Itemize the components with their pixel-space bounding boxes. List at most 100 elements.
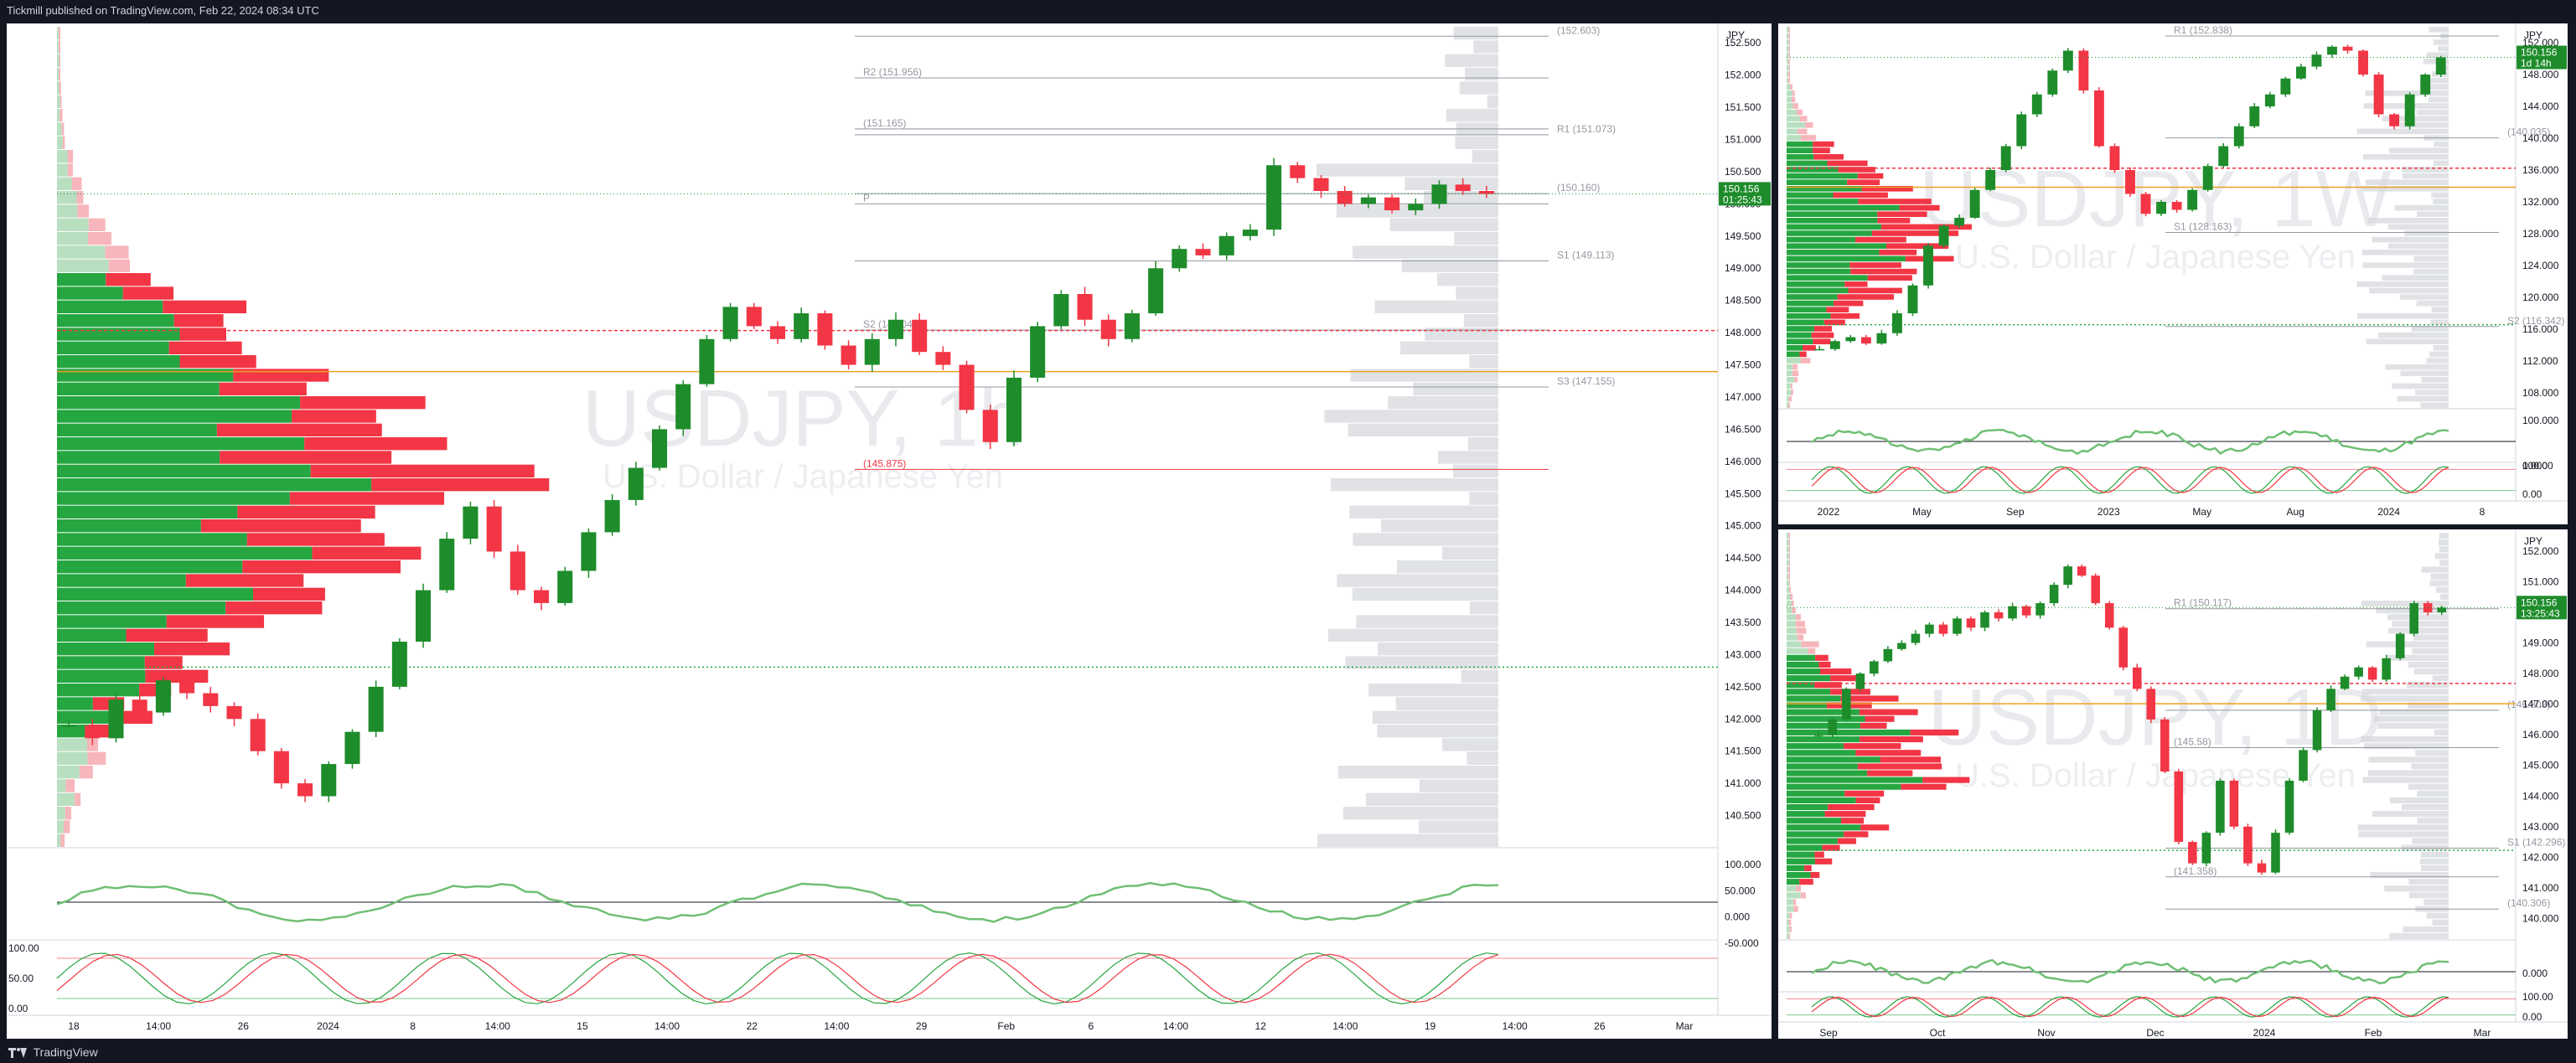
volume-profile-session: [2416, 300, 2449, 307]
daily-chart-panel[interactable]: USDJPY, 1D U.S. Dollar / Japanese Yen R1 (…: [1778, 529, 2568, 1039]
volume-profile-up: [57, 601, 226, 615]
volume-profile-up: [57, 191, 77, 204]
candle-body: [2382, 658, 2391, 680]
candle-body: [2233, 126, 2244, 147]
volume-profile-up: [1787, 326, 1814, 332]
volume-profile-session: [2397, 395, 2449, 402]
volume-profile-down: [65, 807, 72, 820]
volume-profile-down: [1813, 338, 1831, 344]
volume-profile-down: [1791, 390, 1793, 395]
volume-profile-up: [1787, 831, 1844, 838]
volume-profile-session: [2416, 211, 2449, 217]
volume-profile-up: [57, 478, 372, 492]
volume-profile-down: [1849, 262, 1901, 268]
volume-profile-session: [1368, 684, 1498, 697]
volume-profile-up: [1787, 750, 1856, 756]
time-tick-label: May: [2192, 506, 2211, 518]
price-tick-label: 147.000: [1725, 391, 1761, 403]
volume-profile-session: [2421, 377, 2449, 383]
volume-profile-session: [2421, 864, 2449, 871]
volume-profile-up: [1787, 892, 1801, 899]
volume-profile-session: [2369, 287, 2449, 294]
volume-profile-session: [2389, 932, 2449, 939]
volume-profile-down: [179, 355, 256, 369]
weekly-chart-panel[interactable]: USDJPY, 1W U.S. Dollar / Japanese Yen R1 (…: [1778, 23, 2568, 524]
volume-profile-session: [1401, 259, 1498, 272]
weekly-chart[interactable]: USDJPY, 1WU.S. Dollar / Japanese Yen R1 (…: [1778, 23, 2568, 524]
price-tick-label: 112.000: [2522, 355, 2558, 367]
volume-profile-down: [1788, 580, 1790, 586]
pivot-level-label: (145.58): [2174, 736, 2211, 748]
price-tick-label: 152.500: [1725, 37, 1761, 49]
volume-profile-down: [1792, 899, 1797, 906]
volume-profile-down: [1830, 675, 1860, 682]
volume-profile-up: [57, 382, 220, 395]
volume-profile-up: [1787, 546, 1789, 553]
main-chart-panel[interactable]: USDJPY, 1h U.S. Dollar / Japanese Yen (152…: [7, 23, 1772, 1039]
candle-body: [1313, 178, 1329, 191]
volume-profile-up: [1787, 621, 1796, 627]
oscillator-tick-label: -50.000: [1725, 937, 1759, 949]
volume-profile-up: [1787, 351, 1800, 358]
volume-profile-up: [57, 410, 292, 423]
volume-profile-up: [57, 300, 163, 313]
volume-profile-down: [77, 204, 90, 218]
volume-profile-up: [1787, 275, 1868, 281]
volume-profile-session: [2408, 879, 2449, 885]
volume-profile-up: [1787, 377, 1795, 383]
volume-profile-up: [57, 560, 243, 574]
volume-profile-down: [1828, 804, 1875, 811]
volume-profile-down: [1847, 179, 1880, 185]
candle-body: [2035, 603, 2045, 616]
volume-profile-session: [2417, 818, 2449, 824]
candle-body: [1985, 170, 1996, 190]
volume-profile-session: [2429, 580, 2449, 586]
candle-body: [2264, 94, 2275, 106]
volume-profile-down: [1857, 173, 1884, 179]
candle-body: [1148, 268, 1164, 314]
volume-profile-up: [1787, 932, 1789, 939]
volume-profile-down: [1922, 777, 1970, 783]
volume-profile-session: [1459, 81, 1498, 95]
candle-body: [1813, 735, 1823, 736]
volume-profile-session: [2367, 218, 2449, 224]
volume-profile-session: [2429, 27, 2449, 33]
candle-body: [2063, 566, 2072, 586]
volume-profile-down: [1855, 797, 1880, 803]
candle-body: [1242, 230, 1258, 236]
volume-profile-down: [1815, 654, 1829, 661]
pivot-level-label: (151.165): [863, 117, 906, 129]
volume-profile-up: [1787, 319, 1824, 326]
candle-body: [1938, 624, 1948, 634]
stochastic-d-line: [1811, 996, 2449, 1018]
volume-profile-session: [1436, 273, 1498, 286]
pivot-level-label: S2 (116.342): [2507, 315, 2565, 327]
volume-profile-up: [1787, 844, 1823, 851]
stochastic-tick-label: 100.00: [2522, 991, 2553, 1003]
volume-profile-up: [1787, 919, 1789, 926]
candle-body: [2156, 202, 2167, 214]
volume-profile-up: [1787, 167, 1839, 173]
candle-body: [2423, 603, 2433, 613]
volume-profile-down: [60, 833, 65, 847]
pivot-level-label: (146.803): [2507, 699, 2550, 710]
volume-profile-session: [2426, 358, 2449, 364]
volume-profile-session: [2412, 648, 2449, 654]
price-tick-label: 141.000: [1725, 777, 1761, 789]
volume-profile-down: [62, 136, 65, 149]
volume-profile-up: [1787, 109, 1797, 116]
volume-profile-up: [1787, 243, 1886, 249]
volume-profile-session: [2433, 39, 2449, 45]
price-tick-label: 152.000: [1725, 70, 1761, 81]
volume-profile-up: [1787, 783, 1901, 790]
candle-body: [982, 410, 998, 442]
volume-profile-session: [1317, 833, 1498, 847]
currency-label: JPY: [1726, 29, 1745, 41]
candle-body: [912, 319, 928, 353]
candle-body: [1124, 313, 1140, 339]
time-tick-label: Dec: [2146, 1027, 2164, 1039]
candle-body: [203, 693, 219, 706]
pivot-level-label: (141.358): [2174, 865, 2216, 877]
main-chart[interactable]: USDJPY, 1hU.S. Dollar / Japanese Yen(152…: [7, 23, 1772, 1039]
